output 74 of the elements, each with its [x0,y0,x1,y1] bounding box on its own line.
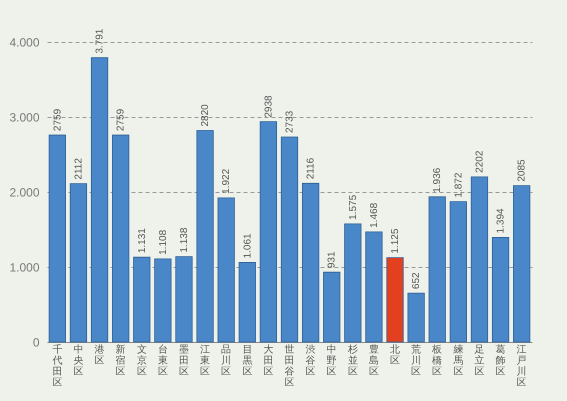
y-tick-label: 4.000 [9,36,40,50]
x-tick-label: 品川区 [221,344,232,378]
bar [408,292,425,342]
data-label: 1.394 [496,208,507,234]
bar [513,185,530,342]
bar [302,182,320,342]
data-label: 2938 [263,94,274,118]
bar [470,176,488,342]
data-label: 2759 [52,108,64,132]
x-tick-label: 中央区 [73,344,84,378]
bar [280,136,298,342]
data-label: 2759 [116,108,127,132]
x-tick-label: 墨田区 [178,344,189,378]
bar [344,223,362,342]
bar [90,57,108,342]
x-tick-label: 板橋区 [431,344,442,378]
x-tick-label: 世田谷区 [284,344,294,388]
bar [386,257,404,342]
data-label: 2116 [306,157,317,180]
bar [175,256,193,342]
x-tick-label: 北区 [390,344,400,366]
data-label: 3.791 [94,28,106,54]
bar [428,196,446,342]
data-label: 2085 [516,158,528,182]
bar [70,183,88,342]
x-tick-label: 江戸川区 [516,344,527,388]
data-label: 1.061 [242,232,254,258]
bar [154,258,172,342]
data-label: 1.922 [221,168,232,194]
data-label: 2202 [474,150,486,173]
data-label: 2112 [73,158,84,180]
bar [365,232,383,342]
x-tick-label: 中野区 [326,344,337,378]
x-tick-label: 新宿区 [116,344,126,378]
x-tick-label: 大田区 [263,344,274,378]
data-label: 931 [326,251,338,268]
y-tick-label: 1.000 [9,260,40,274]
bar [238,262,256,342]
y-tick-label: 3.000 [9,110,40,124]
bar [133,256,150,342]
x-tick-label: 足立区 [474,344,484,378]
bar [196,130,214,342]
x-tick-label: 千代田区 [51,344,62,388]
bar [260,121,278,342]
data-label: 1.108 [158,229,169,255]
x-tick-label: 荒川区 [411,344,422,378]
data-label: 1.936 [432,167,444,193]
bar [323,272,340,342]
bar [48,134,66,342]
x-tick-label: 港区 [94,344,105,366]
data-label: 2820 [200,104,212,126]
x-tick-label: 台東区 [158,344,168,378]
bar [492,237,510,342]
data-label: 1.138 [178,227,190,253]
y-tick-label: 2.000 [9,186,40,200]
data-label: 1.468 [368,202,380,228]
x-tick-label: 文京区 [136,344,147,378]
data-label: 1.872 [453,172,464,198]
x-tick-label: 渋谷区 [306,344,316,378]
x-tick-label: 杉並区 [346,344,358,378]
x-tick-label: 目黒区 [242,344,252,378]
data-label: 1.131 [136,228,148,254]
data-label: 1.125 [390,228,402,254]
x-tick-label: 葛飾区 [496,344,506,378]
data-label: 1.575 [348,194,359,220]
bar [112,134,130,342]
x-tick-label: 練馬区 [452,344,464,378]
data-label: 2733 [284,110,296,134]
data-label: 652 [411,272,422,290]
x-tick-label: 豊島区 [368,344,379,378]
y-tick-label: 0 [32,336,40,350]
bar [218,197,235,342]
x-tick-label: 江東区 [200,344,210,378]
bar [450,201,467,342]
